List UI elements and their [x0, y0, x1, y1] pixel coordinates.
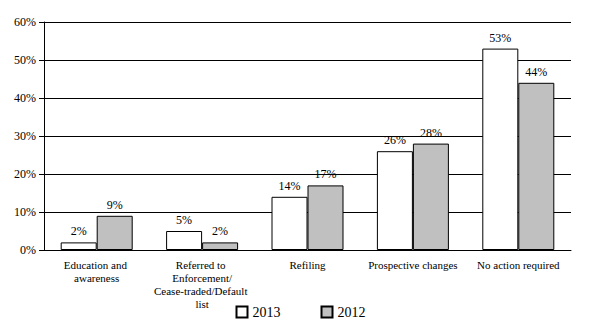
- svg-text:10%: 10%: [14, 205, 36, 219]
- svg-text:awareness: awareness: [74, 272, 119, 284]
- svg-text:44%: 44%: [525, 65, 547, 79]
- svg-text:14%: 14%: [279, 179, 301, 193]
- svg-text:2%: 2%: [71, 224, 87, 238]
- svg-text:2012: 2012: [338, 305, 366, 320]
- svg-text:0%: 0%: [20, 243, 36, 257]
- svg-text:26%: 26%: [384, 133, 406, 147]
- svg-text:50%: 50%: [14, 53, 36, 67]
- svg-text:Education and: Education and: [64, 259, 130, 271]
- svg-text:Enforcement/: Enforcement/: [172, 272, 233, 284]
- svg-text:60%: 60%: [14, 15, 36, 29]
- svg-text:Refiling: Refiling: [289, 259, 326, 271]
- svg-text:53%: 53%: [489, 31, 511, 45]
- svg-text:list: list: [195, 298, 208, 310]
- svg-text:28%: 28%: [420, 126, 442, 140]
- svg-text:5%: 5%: [176, 213, 192, 227]
- svg-text:30%: 30%: [14, 129, 36, 143]
- svg-text:2013: 2013: [253, 305, 281, 320]
- svg-text:2%: 2%: [212, 224, 228, 238]
- svg-text:20%: 20%: [14, 167, 36, 181]
- svg-text:Prospective changes: Prospective changes: [368, 259, 458, 271]
- svg-text:17%: 17%: [315, 167, 337, 181]
- svg-text:Referred to: Referred to: [176, 259, 229, 271]
- svg-text:40%: 40%: [14, 91, 36, 105]
- svg-text:Cease-traded/Default: Cease-traded/Default: [154, 285, 250, 297]
- svg-text:9%: 9%: [107, 198, 123, 212]
- svg-text:No action required: No action required: [477, 259, 560, 271]
